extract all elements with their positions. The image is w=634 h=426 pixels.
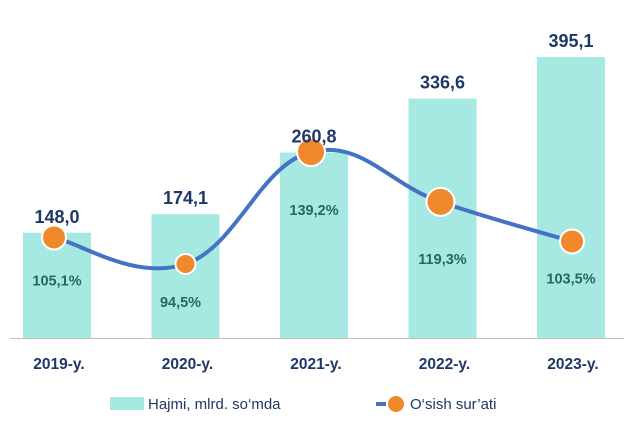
legend-marker-swatch (386, 394, 406, 414)
legend-line-label: O‘sish sur’ati (410, 396, 496, 413)
bar-value-label: 336,6 (420, 73, 465, 93)
category-labels-group: 2019-y. 2020-y. 2021-y. 2022-y. 2023-y. (33, 356, 598, 373)
bar-2022-y. (408, 98, 477, 338)
legend-bar-swatch (110, 397, 144, 410)
growth-value-label: 103,5% (546, 271, 595, 287)
growth-value-label: 105,1% (32, 273, 81, 289)
category-label: 2023-y. (547, 356, 598, 373)
growth-marker (174, 253, 197, 275)
growth-marker (559, 228, 585, 255)
bars-group (23, 57, 605, 338)
growth-value-label: 94,5% (160, 295, 201, 311)
bar-value-label: 148,0 (34, 207, 79, 227)
growth-value-label: 139,2% (289, 203, 338, 219)
bar-value-label: 395,1 (548, 31, 593, 51)
bar-value-label: 260,8 (291, 127, 336, 147)
growth-value-label: 119,3% (418, 252, 466, 268)
bar-value-labels-group: 148,0 174,1 260,8 336,6 395,1 (34, 31, 593, 227)
growth-marker (296, 137, 326, 167)
category-label: 2022-y. (419, 356, 470, 373)
bar-2019-y. (23, 232, 91, 338)
bar-2021-y. (280, 152, 348, 338)
legend-bar-label: Hajmi, mlrd. so‘mda (148, 396, 281, 413)
bar-value-label: 174,1 (163, 188, 208, 208)
bar-2023-y. (537, 57, 605, 338)
growth-value-labels-group: 105,1% 94,5% 139,2% 119,3% 103,5% (32, 203, 595, 311)
bar-2020-y. (151, 214, 220, 338)
category-label: 2019-y. (33, 356, 84, 373)
growth-marker (425, 186, 456, 217)
category-label: 2021-y. (290, 356, 341, 373)
category-label: 2020-y. (162, 356, 213, 373)
growth-marker (41, 224, 67, 251)
growth-markers-group (41, 137, 585, 275)
legend: Hajmi, mlrd. so‘mda O‘sish sur’ati (110, 394, 496, 414)
